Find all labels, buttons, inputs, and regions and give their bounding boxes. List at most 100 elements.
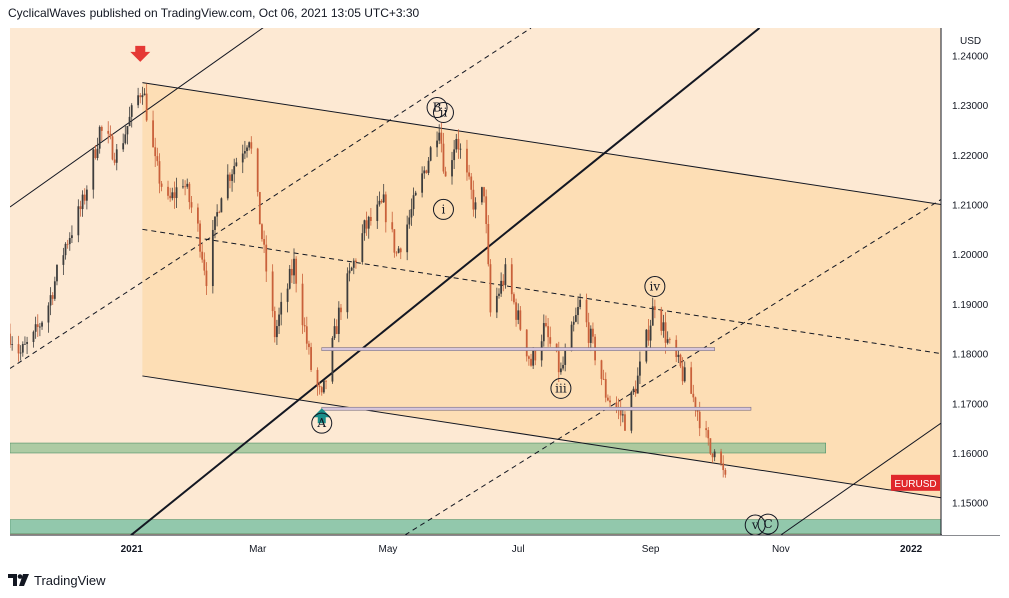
- candle-body: [205, 270, 208, 287]
- candle-body: [182, 186, 184, 188]
- candle-body: [295, 258, 298, 284]
- candle-body: [111, 136, 114, 160]
- candle-body: [130, 105, 133, 117]
- candle-body: [453, 149, 456, 161]
- candle-body: [604, 379, 607, 398]
- channel-fill: [142, 82, 941, 498]
- candle-body: [211, 229, 214, 287]
- candle-body: [577, 306, 579, 316]
- x-tick-label: Nov: [772, 544, 790, 555]
- symbol-badge: [891, 474, 940, 491]
- candle-body: [442, 143, 445, 172]
- candle-body: [481, 187, 483, 203]
- candle-body: [77, 206, 80, 236]
- candle-body: [677, 354, 680, 357]
- candle-body: [186, 183, 189, 187]
- candle-body: [325, 380, 327, 382]
- candle-body: [258, 191, 261, 225]
- candle-body: [425, 170, 428, 173]
- candle-body: [92, 149, 95, 190]
- candle-body: [322, 380, 325, 393]
- candle-body: [271, 271, 274, 312]
- candle-body: [517, 310, 520, 320]
- bottom-arrow: [312, 408, 331, 424]
- candle-body: [218, 212, 221, 213]
- candle-body: [645, 329, 648, 362]
- candle-body: [137, 95, 140, 106]
- candle-body: [438, 132, 441, 141]
- wave-circle: [644, 275, 666, 297]
- candle-body: [636, 375, 639, 394]
- candle-body: [587, 322, 590, 343]
- wave-label-v: v: [751, 518, 759, 532]
- candle-body: [56, 264, 58, 282]
- candle-body: [414, 192, 417, 196]
- candle-body: [81, 194, 84, 210]
- tradingview-brand[interactable]: TradingView: [34, 572, 106, 588]
- candle-body: [34, 324, 37, 332]
- candle-body: [216, 212, 219, 217]
- trendline-dash-diagonal-lower: [404, 199, 941, 535]
- candle-body: [79, 206, 82, 210]
- teal-zone: [10, 519, 941, 534]
- candle-body: [692, 393, 695, 398]
- candle-body: [64, 243, 67, 256]
- tradingview-logo-icon[interactable]: [8, 574, 30, 586]
- y-tick-label: 1.15000: [952, 499, 989, 510]
- candle-body: [639, 361, 641, 376]
- candle-body: [265, 244, 268, 272]
- trendline-lower-rail: [142, 375, 941, 499]
- candle-body: [308, 343, 310, 348]
- candle-body: [376, 204, 379, 222]
- candle-body: [94, 149, 97, 158]
- candle-body: [720, 451, 722, 464]
- x-tick-label: Jul: [512, 544, 525, 555]
- author-name[interactable]: CyclicalWaves: [8, 6, 86, 20]
- candle-body: [527, 356, 530, 359]
- candle-body: [549, 337, 552, 344]
- candle-body: [152, 120, 154, 148]
- candle-body: [32, 331, 35, 343]
- candle-body: [141, 95, 144, 98]
- y-tick-label: 1.21000: [952, 200, 989, 211]
- candle-body: [363, 220, 366, 234]
- candle-body: [256, 148, 259, 192]
- resistance-band-2: [321, 406, 752, 411]
- candle-body: [113, 159, 116, 163]
- candle-body: [609, 400, 611, 403]
- candle-body: [318, 385, 321, 388]
- candle-body: [570, 324, 573, 352]
- candle-body: [711, 453, 714, 458]
- symbol-badge-label: EURUSD: [894, 479, 936, 490]
- resistance-band-1: [321, 347, 715, 351]
- candle-body: [340, 307, 342, 313]
- candle-body: [500, 280, 503, 294]
- candle-body: [534, 350, 537, 361]
- candle-body: [399, 248, 402, 253]
- candle-body: [451, 160, 453, 177]
- candle-body: [412, 195, 415, 210]
- candle-body: [485, 196, 488, 224]
- candle-body: [154, 147, 157, 157]
- candle-body: [175, 187, 178, 199]
- candle-body: [630, 391, 633, 431]
- candle-body: [690, 367, 693, 394]
- candle-body: [545, 323, 547, 327]
- candle-body: [632, 388, 635, 392]
- candle-body: [606, 397, 609, 401]
- candle-body: [156, 156, 159, 162]
- candle-body: [229, 174, 231, 181]
- candle-body: [273, 311, 276, 338]
- candle-body: [184, 186, 186, 188]
- candle-body: [380, 200, 383, 203]
- candle-body: [203, 259, 206, 271]
- candle-body: [510, 264, 513, 295]
- candle-body: [158, 161, 161, 184]
- candle-body: [100, 126, 103, 131]
- candle-body: [233, 166, 236, 175]
- candle-body: [241, 153, 244, 163]
- candle-body: [564, 351, 567, 365]
- candle-body: [41, 322, 43, 327]
- candle-body: [11, 344, 14, 345]
